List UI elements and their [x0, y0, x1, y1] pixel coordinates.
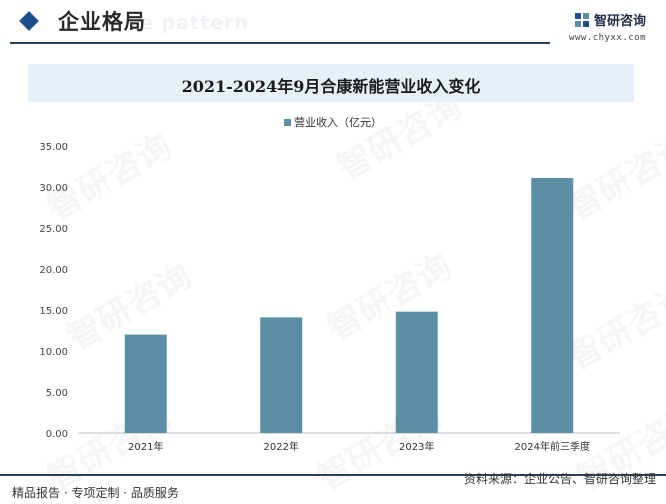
y-tick-label: 35.00: [39, 142, 68, 153]
chart-legend: 营业收入（亿元）: [0, 114, 666, 130]
brand: 智研咨询 www.chyxx.com: [569, 10, 646, 43]
footer-divider: [0, 474, 666, 476]
source-note: 资料来源：企业公告、智研咨询整理: [463, 472, 656, 486]
header: e pattern 企业格局 智研咨询 www.chyxx.com: [0, 0, 666, 46]
legend-swatch: [284, 118, 291, 126]
header-divider: [10, 42, 550, 44]
x-tick-label: 2022年: [264, 440, 299, 453]
brand-url: www.chyxx.com: [569, 33, 646, 43]
x-tick-label: 2021年: [128, 440, 163, 453]
y-tick-label: 10.00: [39, 347, 68, 358]
brand-name: 智研咨询: [593, 14, 646, 29]
bar-chart: 0.00 5.00 10.00 15.00 20.00 25.00 30.00 35.00 20…: [39, 142, 620, 453]
y-tick-label: 20.00: [39, 265, 68, 276]
footer: 精品报告 · 专项定制 · 品质服务 资料来源：企业公告、智研咨询整理: [0, 472, 666, 504]
bar: [260, 317, 303, 433]
bar: [531, 177, 574, 433]
chyxx-logo-icon: [574, 12, 589, 27]
y-tick-label: 15.00: [39, 306, 68, 317]
header-ghost-text: e pattern: [140, 12, 249, 34]
legend-label: 营业收入（亿元）: [294, 116, 382, 129]
chart-title: 2021-2024年9月合康新能营业收入变化: [181, 77, 481, 96]
bar: [395, 311, 438, 433]
y-tick-label: 0.00: [46, 429, 68, 440]
y-tick-label: 5.00: [46, 388, 68, 399]
x-tick-label: 2023年: [399, 440, 434, 453]
chart-title-bar: 2021-2024年9月合康新能营业收入变化: [28, 64, 634, 102]
footer-tagline: 精品报告 · 专项定制 · 品质服务: [12, 486, 179, 500]
x-tick-label: 2024年前三季度: [515, 440, 590, 453]
bar: [124, 334, 167, 433]
y-tick-label: 25.00: [39, 224, 68, 235]
y-tick-label: 30.00: [39, 183, 68, 194]
page-title: 企业格局: [58, 10, 146, 34]
